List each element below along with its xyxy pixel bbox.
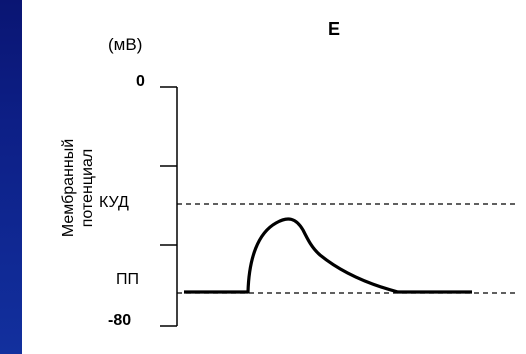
y-tick-label-top: 0	[136, 73, 145, 90]
y-unit-label: (мВ)	[108, 35, 143, 54]
diagram-title: E	[328, 19, 341, 39]
y-axis-label-line-1: Мембранный	[60, 138, 77, 238]
diagram-panel	[22, 0, 526, 354]
resting-label: ПП	[116, 271, 139, 288]
threshold-label: КУД	[99, 194, 129, 211]
potential-curve	[184, 217, 472, 294]
y-axis-label-line-2: потенциал	[79, 148, 96, 228]
y-axis-label: Мембранный потенциал	[59, 139, 97, 237]
y-tick-label-bottom: -80	[108, 312, 132, 329]
